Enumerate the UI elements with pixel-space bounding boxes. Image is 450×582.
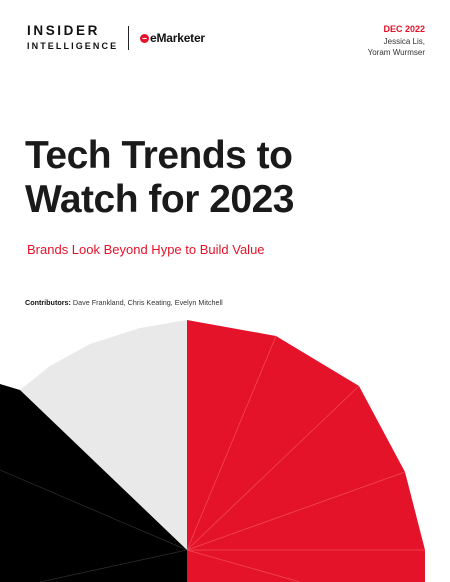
report-title-line: Watch for 2023 <box>25 178 294 221</box>
cover-pie-graphic <box>0 320 425 582</box>
report-title-line: Tech Trends to <box>25 134 293 177</box>
report-subtitle: Brands Look Beyond Hype to Build Value <box>27 242 265 257</box>
pie-gray-wedge <box>20 320 187 550</box>
pie-slice-lines <box>186 335 425 582</box>
emarketer-e-icon <box>140 33 149 43</box>
report-authors: Jessica Lis, Yoram Wurmser <box>285 36 425 58</box>
logo-line-1: INSIDER <box>27 23 100 38</box>
report-title: Tech Trends to Watch for 2023 <box>25 134 425 222</box>
pie-red-wedge <box>187 320 425 582</box>
contributors-names: Dave Frankland, Chris Keating, Evelyn Mi… <box>70 298 223 307</box>
logo-divider <box>128 26 129 50</box>
contributors-line: Contributors: Dave Frankland, Chris Keat… <box>25 298 223 307</box>
report-date: DEC 2022 <box>383 24 425 34</box>
pie-black-wedge <box>0 384 187 582</box>
report-header: INSIDER INTELLIGENCE eMarketer DEC 2022 … <box>0 0 450 60</box>
logo-line-2: INTELLIGENCE <box>27 40 119 51</box>
author-name: Yoram Wurmser <box>367 48 425 57</box>
insider-intelligence-logo: INSIDER INTELLIGENCE <box>27 24 118 51</box>
author-name: Jessica Lis, <box>383 37 425 46</box>
contributors-label: Contributors: <box>25 298 71 307</box>
pie-black-slice-lines <box>0 469 188 582</box>
emarketer-logo: eMarketer <box>140 31 205 45</box>
emarketer-logo-text: eMarketer <box>150 31 205 45</box>
